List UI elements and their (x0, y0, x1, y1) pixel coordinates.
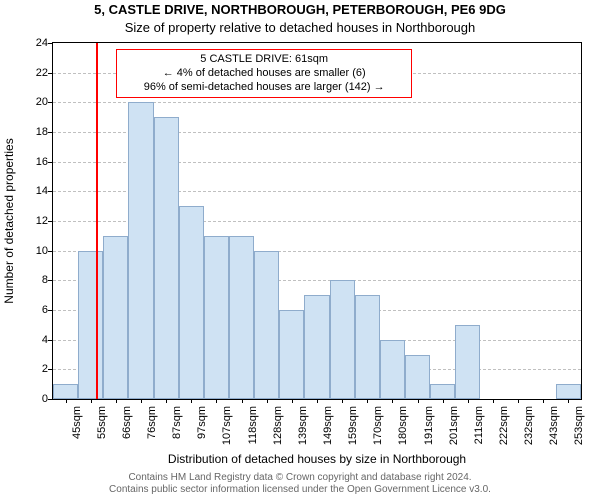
x-tick-label: 139sqm (297, 406, 309, 456)
marker-line (96, 43, 98, 399)
x-tick-mark (342, 399, 343, 403)
chart-root: 5, CASTLE DRIVE, NORTHBOROUGH, PETERBORO… (0, 0, 600, 500)
x-tick-label: 211sqm (473, 406, 485, 456)
x-tick-mark (141, 399, 142, 403)
histogram-bar (53, 384, 78, 399)
histogram-bar (405, 355, 430, 400)
x-tick-mark (267, 399, 268, 403)
y-tick-label: 16 (8, 156, 48, 168)
y-tick-label: 6 (8, 304, 48, 316)
x-tick-mark (367, 399, 368, 403)
footer-line-2: Contains public sector information licen… (0, 484, 600, 496)
histogram-bar (128, 102, 153, 399)
x-tick-label: 232sqm (523, 406, 535, 456)
histogram-bar (279, 310, 304, 399)
x-tick-mark (91, 399, 92, 403)
plot-area: 5 CASTLE DRIVE: 61sqm← 4% of detached ho… (52, 42, 582, 400)
annotation-line: ← 4% of detached houses are smaller (6) (123, 67, 405, 81)
x-tick-mark (418, 399, 419, 403)
histogram-bar (78, 251, 103, 399)
y-tick-label: 8 (8, 274, 48, 286)
x-tick-mark (292, 399, 293, 403)
y-tick-label: 20 (8, 96, 48, 108)
histogram-bar (455, 325, 480, 399)
histogram-bar (103, 236, 128, 399)
x-tick-label: 76sqm (146, 406, 158, 456)
histogram-bar (179, 206, 204, 399)
y-tick-mark (48, 132, 52, 133)
y-tick-label: 24 (8, 37, 48, 49)
x-tick-mark (443, 399, 444, 403)
y-tick-mark (48, 221, 52, 222)
y-tick-mark (48, 340, 52, 341)
y-tick-mark (48, 369, 52, 370)
x-tick-mark (543, 399, 544, 403)
y-tick-label: 4 (8, 334, 48, 346)
x-tick-mark (66, 399, 67, 403)
x-tick-mark (493, 399, 494, 403)
x-tick-mark (166, 399, 167, 403)
y-tick-label: 22 (8, 67, 48, 79)
y-tick-label: 2 (8, 363, 48, 375)
y-tick-mark (48, 191, 52, 192)
histogram-bar (380, 340, 405, 399)
annotation-line: 5 CASTLE DRIVE: 61sqm (123, 53, 405, 67)
y-tick-label: 14 (8, 185, 48, 197)
x-tick-label: 149sqm (322, 406, 334, 456)
footer-text: Contains HM Land Registry data © Crown c… (0, 472, 600, 496)
y-tick-mark (48, 73, 52, 74)
x-tick-mark (568, 399, 569, 403)
x-tick-label: 243sqm (548, 406, 560, 456)
y-tick-label: 10 (8, 245, 48, 257)
y-tick-mark (48, 280, 52, 281)
y-tick-mark (48, 251, 52, 252)
x-tick-mark (242, 399, 243, 403)
x-tick-label: 222sqm (498, 406, 510, 456)
histogram-bar (204, 236, 229, 399)
x-tick-label: 45sqm (71, 406, 83, 456)
x-tick-label: 66sqm (121, 406, 133, 456)
x-tick-label: 118sqm (247, 406, 259, 456)
histogram-bar (355, 295, 380, 399)
x-tick-label: 107sqm (221, 406, 233, 456)
x-tick-label: 170sqm (372, 406, 384, 456)
x-tick-mark (317, 399, 318, 403)
annotation-box: 5 CASTLE DRIVE: 61sqm← 4% of detached ho… (116, 49, 412, 98)
y-tick-mark (48, 43, 52, 44)
x-tick-label: 128sqm (272, 406, 284, 456)
y-tick-label: 18 (8, 126, 48, 138)
x-tick-label: 87sqm (171, 406, 183, 456)
x-tick-mark (216, 399, 217, 403)
histogram-bar (430, 384, 455, 399)
histogram-bar (154, 117, 179, 399)
x-tick-label: 55sqm (96, 406, 108, 456)
y-tick-mark (48, 102, 52, 103)
x-tick-label: 180sqm (397, 406, 409, 456)
histogram-bar (229, 236, 254, 399)
x-tick-mark (518, 399, 519, 403)
annotation-line: 96% of semi-detached houses are larger (… (123, 81, 405, 95)
x-tick-label: 201sqm (448, 406, 460, 456)
x-tick-label: 159sqm (347, 406, 359, 456)
chart-title: 5, CASTLE DRIVE, NORTHBOROUGH, PETERBORO… (0, 2, 600, 17)
y-tick-label: 0 (8, 393, 48, 405)
chart-subtitle: Size of property relative to detached ho… (0, 20, 600, 35)
x-tick-mark (468, 399, 469, 403)
y-tick-mark (48, 310, 52, 311)
x-tick-label: 253sqm (573, 406, 585, 456)
y-tick-label: 12 (8, 215, 48, 227)
y-tick-mark (48, 162, 52, 163)
histogram-bar (304, 295, 329, 399)
histogram-bar (556, 384, 581, 399)
x-tick-label: 97sqm (196, 406, 208, 456)
footer-line-1: Contains HM Land Registry data © Crown c… (0, 472, 600, 484)
x-tick-label: 191sqm (423, 406, 435, 456)
x-tick-mark (392, 399, 393, 403)
x-tick-mark (191, 399, 192, 403)
histogram-bar (254, 251, 279, 399)
histogram-bar (330, 280, 355, 399)
y-tick-mark (48, 399, 52, 400)
x-tick-mark (116, 399, 117, 403)
